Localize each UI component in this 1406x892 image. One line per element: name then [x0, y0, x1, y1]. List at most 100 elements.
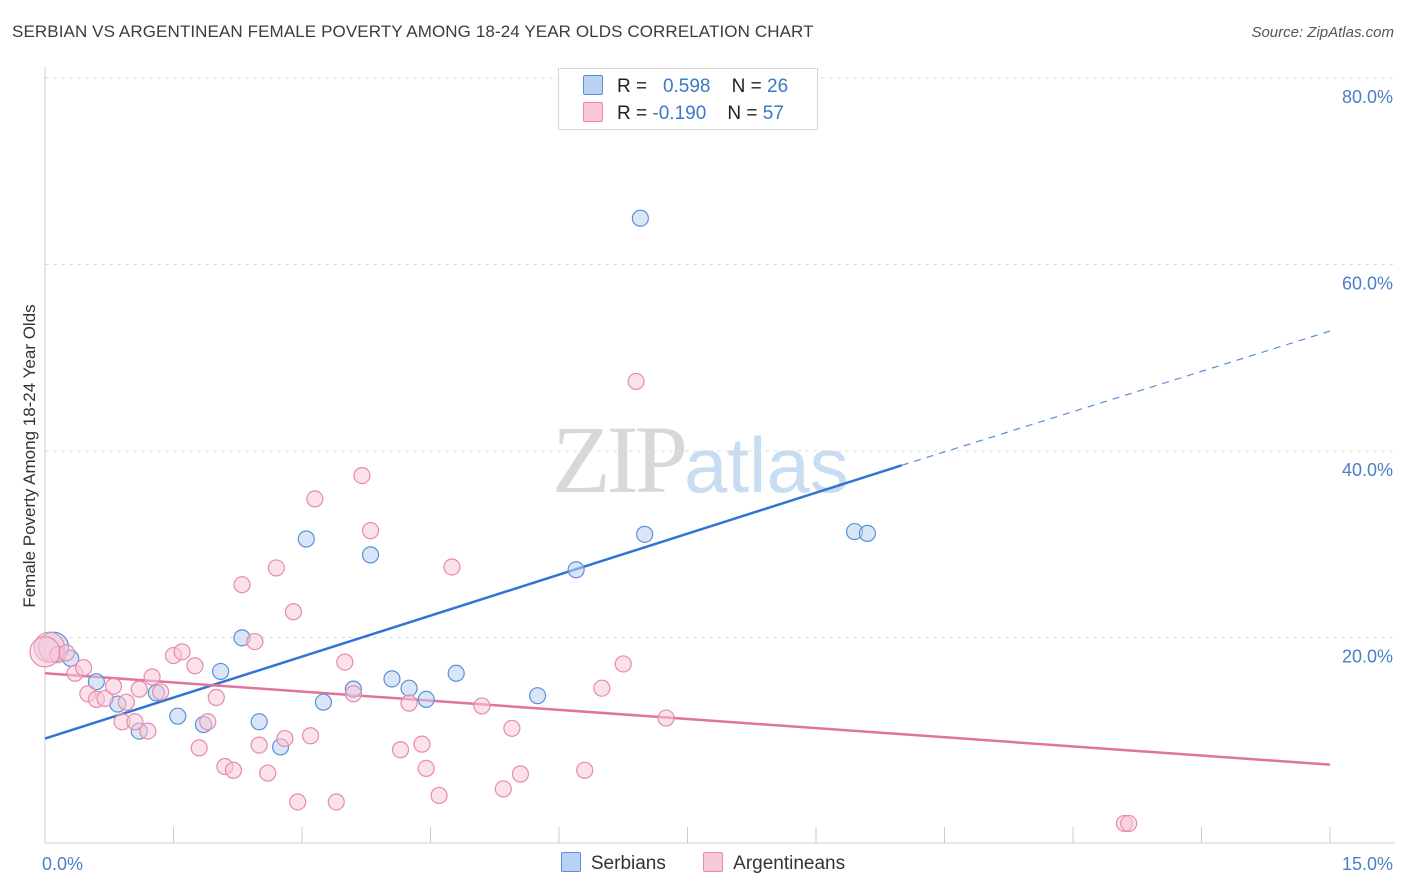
r-label: R = [617, 103, 648, 124]
n-value: 26 [767, 76, 789, 97]
argentinean-point [233, 576, 251, 594]
argentinean-point [284, 603, 303, 621]
argentinean-point [276, 729, 294, 748]
argentinean-point [344, 685, 362, 703]
axes [44, 67, 1395, 844]
argentinean-point [614, 655, 632, 673]
argentinean-point [29, 636, 61, 668]
n-value: 57 [762, 103, 784, 124]
serbian-point [631, 209, 649, 227]
argentinean-point [593, 679, 611, 697]
legend-argentineans-label: Argentineans [733, 853, 846, 874]
legend-serbians-label: Serbians [590, 853, 666, 874]
r-value: -0.190 [652, 103, 707, 124]
argentinean-point [104, 677, 123, 695]
data-points [29, 209, 1138, 833]
y-tick-label: 40.0% [1342, 460, 1393, 480]
serbian-trend-extension [901, 330, 1331, 466]
argentinean-trend-line [44, 672, 1331, 766]
argentinean-point [207, 688, 225, 707]
argentinean-point [117, 693, 135, 711]
serbians-swatch [583, 75, 603, 95]
serbian-point [314, 693, 333, 711]
argentinean-point [199, 713, 217, 731]
serbian-point [361, 546, 380, 564]
argentinean-point [503, 719, 521, 737]
argentinean-point [96, 689, 114, 708]
argentinean-point [306, 490, 324, 508]
argentinean-point [173, 643, 191, 661]
serbian-point [250, 713, 268, 731]
argentinean-point [143, 668, 161, 686]
argentinean-point [327, 793, 345, 811]
argentinean-point [224, 761, 243, 779]
argentinean-point [126, 713, 144, 731]
legend-item-serbians: Serbians [560, 852, 666, 875]
legend-item-argentineans: Argentineans [703, 852, 845, 875]
legend-row-argentineans: R = -0.190 N = 57 [583, 102, 784, 126]
serbian-trend-line [44, 464, 903, 740]
serbian-point [169, 707, 187, 725]
y-tick-label: 20.0% [1342, 647, 1393, 667]
serbian-point [400, 679, 418, 697]
argentinean-point [139, 722, 157, 740]
argentinean-point [494, 780, 512, 798]
r-value: 0.598 [662, 76, 711, 97]
argentinean-point [190, 739, 208, 757]
y-tick-label: 60.0% [1342, 274, 1393, 294]
argentinean-point [391, 741, 410, 759]
argentinean-point [246, 632, 264, 651]
axis-labels: 20.0% 40.0% 60.0% 80.0% 0.0% 15.0% Female Pove… [20, 87, 1393, 874]
serbian-point [858, 524, 877, 543]
argentinean-point [473, 697, 491, 715]
r-label: R = [617, 76, 648, 97]
argentinean-point [259, 764, 277, 782]
serbian-point [87, 673, 106, 691]
argentinean-point [413, 735, 431, 753]
argentinean-point [361, 522, 380, 540]
series-legend: Serbians Argentineans [0, 852, 1406, 875]
serbian-point [297, 530, 315, 548]
argentinean-point [57, 644, 76, 662]
argentineans-swatch [583, 102, 603, 122]
argentinean-point [443, 558, 461, 576]
argentinean-point [186, 657, 204, 675]
argentinean-point [152, 683, 170, 701]
argentinean-point [336, 653, 354, 671]
serbian-point [528, 687, 547, 705]
argentinean-point [1120, 814, 1138, 833]
serbian-point [212, 662, 230, 681]
argentinean-point [267, 559, 285, 577]
x-tick-label: 0.0% [42, 854, 83, 874]
serbians-swatch [560, 852, 581, 872]
serbian-point [417, 690, 435, 708]
y-tick-label: 80.0% [1342, 87, 1393, 107]
trend-lines [44, 330, 1331, 766]
argentinean-point [74, 659, 93, 677]
argentineans-swatch [703, 852, 724, 872]
serbian-point [383, 670, 401, 688]
x-tick-label: 15.0% [1342, 854, 1393, 874]
n-label: N = [731, 76, 762, 97]
argentinean-point [130, 680, 148, 698]
serbian-point [636, 525, 654, 543]
y-axis-label: Female Poverty Among 18-24 Year Olds [20, 304, 39, 607]
grid-lines [45, 77, 1395, 638]
n-label: N = [727, 103, 758, 124]
argentinean-point [657, 709, 675, 727]
correlation-legend: R = 0.598 N = 26 R = -0.190 N = 57 [558, 68, 818, 130]
argentinean-point [430, 786, 448, 805]
argentinean-point [576, 761, 594, 779]
chart-title: SERBIAN VS ARGENTINEAN FEMALE POVERTY AM… [12, 22, 814, 41]
argentinean-point [627, 372, 645, 391]
argentinean-point [289, 793, 307, 811]
serbian-point [567, 561, 585, 579]
argentinean-point [353, 466, 371, 485]
argentinean-point [400, 694, 418, 712]
argentinean-point [417, 759, 435, 778]
legend-row-serbians: R = 0.598 N = 26 [583, 75, 788, 99]
source-label: Source: ZipAtlas.com [1251, 24, 1394, 41]
argentinean-point [250, 736, 268, 754]
argentinean-point [301, 727, 320, 745]
